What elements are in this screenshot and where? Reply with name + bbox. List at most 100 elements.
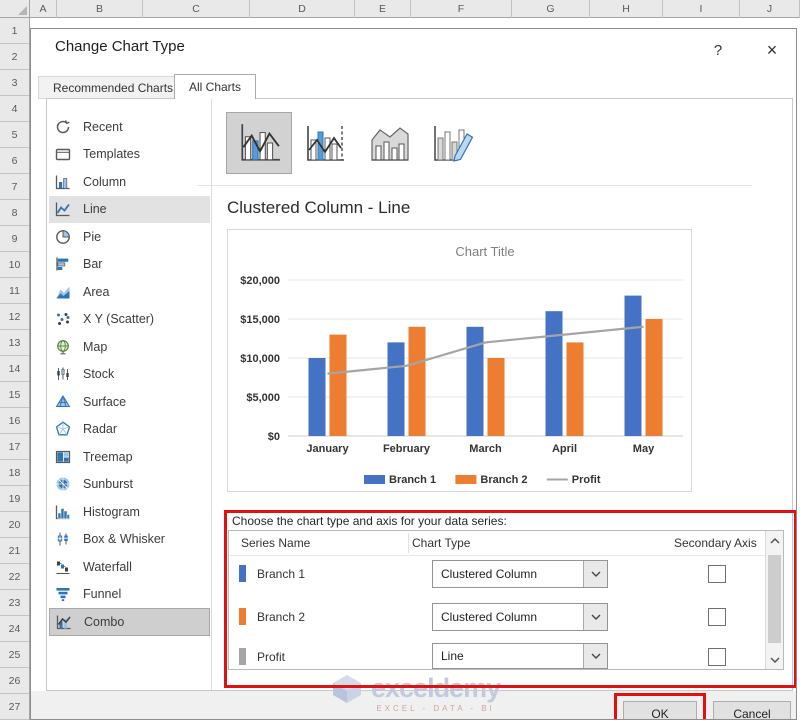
row-header-24[interactable]: 24 bbox=[0, 616, 29, 642]
row-header-21[interactable]: 21 bbox=[0, 538, 29, 564]
svg-text:$20,000: $20,000 bbox=[240, 275, 280, 287]
sidebar-item-histogram[interactable]: Histogram bbox=[49, 498, 210, 526]
chevron-down-icon[interactable] bbox=[583, 604, 607, 630]
sidebar-item-stock[interactable]: Stock bbox=[49, 361, 210, 389]
row-header-11[interactable]: 11 bbox=[0, 278, 29, 304]
row-header-26[interactable]: 26 bbox=[0, 668, 29, 694]
row-header-18[interactable]: 18 bbox=[0, 460, 29, 486]
column-header-b[interactable]: B bbox=[57, 0, 143, 18]
row-header-6[interactable]: 6 bbox=[0, 148, 29, 174]
sheet-row-headers: 1 2 3 4 5 6 7 8 9 10 11 12 13 14 15 16 17 18 19 20 21 22 23 24 2… bbox=[0, 18, 30, 720]
series-name: Branch 2 bbox=[257, 610, 306, 624]
chevron-down-icon[interactable] bbox=[583, 644, 607, 668]
secondary-axis-checkbox-profit[interactable] bbox=[708, 648, 726, 666]
secondary-axis-checkbox-branch-2[interactable] bbox=[708, 608, 726, 626]
sidebar-item-map[interactable]: Map bbox=[49, 333, 210, 361]
scrollbar-thumb[interactable] bbox=[768, 555, 781, 643]
chart-type-dropdown-profit[interactable]: Line bbox=[432, 643, 608, 669]
row-header-9[interactable]: 9 bbox=[0, 226, 29, 252]
all-charts-panel: Recent Templates Column Line Pie Bar Area X Y (… bbox=[46, 98, 796, 691]
column-header-h[interactable]: H bbox=[590, 0, 663, 18]
sidebar-item-surface[interactable]: Surface bbox=[49, 388, 210, 416]
series-color-marker bbox=[239, 608, 246, 625]
column-header-a[interactable]: A bbox=[30, 0, 57, 18]
row-header-17[interactable]: 17 bbox=[0, 434, 29, 460]
row-header-16[interactable]: 16 bbox=[0, 408, 29, 434]
row-header-20[interactable]: 20 bbox=[0, 512, 29, 538]
sidebar-item-funnel[interactable]: Funnel bbox=[49, 581, 210, 609]
series-color-marker bbox=[239, 565, 246, 582]
column-header-g[interactable]: G bbox=[512, 0, 590, 18]
sidebar-item-label: Funnel bbox=[83, 587, 122, 602]
ok-button[interactable]: OK bbox=[623, 701, 697, 719]
secondary-axis-checkbox-branch-1[interactable] bbox=[708, 565, 726, 583]
dropdown-value: Line bbox=[441, 649, 464, 663]
subtype-combo-clustered-column-line-secondary-axis-icon[interactable] bbox=[300, 116, 348, 172]
sidebar-item-label: Treemap bbox=[83, 449, 133, 464]
help-icon[interactable]: ? bbox=[713, 41, 723, 59]
sidebar-item-area[interactable]: Area bbox=[49, 278, 210, 306]
sidebar-item-label: Map bbox=[83, 339, 108, 354]
subtype-combo-clustered-column-line-icon[interactable] bbox=[226, 112, 292, 174]
column-header-d[interactable]: D bbox=[250, 0, 355, 18]
scroll-down-icon[interactable] bbox=[766, 652, 783, 667]
sidebar-item-box-whisker[interactable]: Box & Whisker bbox=[49, 526, 210, 554]
row-header-19[interactable]: 19 bbox=[0, 486, 29, 512]
sidebar-item-templates[interactable]: Templates bbox=[49, 141, 210, 169]
column-header-i[interactable]: I bbox=[663, 0, 740, 18]
divider bbox=[197, 185, 752, 186]
chart-type-dropdown-branch-1[interactable]: Clustered Column bbox=[432, 560, 608, 588]
table-scrollbar[interactable] bbox=[765, 531, 783, 669]
sidebar-item-line[interactable]: Line bbox=[49, 195, 210, 223]
chart-type-dropdown-branch-2[interactable]: Clustered Column bbox=[432, 603, 608, 631]
sidebar-item-pie[interactable]: Pie bbox=[49, 223, 210, 251]
column-header-j[interactable]: J bbox=[740, 0, 800, 18]
sidebar-item-x-y-scatter-[interactable]: X Y (Scatter) bbox=[49, 306, 210, 334]
row-header-5[interactable]: 5 bbox=[0, 122, 29, 148]
templates-icon bbox=[55, 146, 73, 162]
sidebar-item-treemap[interactable]: Treemap bbox=[49, 443, 210, 471]
series-name: Profit bbox=[257, 650, 286, 664]
sidebar-item-combo[interactable]: Combo bbox=[49, 608, 210, 636]
tab-recommended-charts[interactable]: Recommended Charts bbox=[38, 76, 189, 99]
row-header-15[interactable]: 15 bbox=[0, 382, 29, 408]
select-all-corner[interactable] bbox=[0, 0, 30, 18]
row-header-23[interactable]: 23 bbox=[0, 590, 29, 616]
divider bbox=[408, 533, 409, 553]
cancel-button[interactable]: Cancel bbox=[713, 701, 791, 719]
series-row-branch-2: Branch 2 Clustered Column bbox=[229, 598, 767, 641]
box-whisker-icon bbox=[55, 531, 73, 547]
subtype-combo-stacked-area-clustered-column-icon[interactable] bbox=[364, 116, 412, 172]
row-header-10[interactable]: 10 bbox=[0, 252, 29, 278]
sidebar-item-column[interactable]: Column bbox=[49, 168, 210, 196]
scroll-up-icon[interactable] bbox=[766, 533, 783, 548]
row-header-3[interactable]: 3 bbox=[0, 70, 29, 96]
close-icon[interactable]: × bbox=[766, 39, 778, 60]
row-header-25[interactable]: 25 bbox=[0, 642, 29, 668]
row-header-8[interactable]: 8 bbox=[0, 200, 29, 226]
sidebar-item-sunburst[interactable]: Sunburst bbox=[49, 471, 210, 499]
sidebar-item-radar[interactable]: Radar bbox=[49, 416, 210, 444]
sidebar-item-recent[interactable]: Recent bbox=[49, 113, 210, 141]
row-header-1[interactable]: 1 bbox=[0, 18, 29, 44]
svg-text:January: January bbox=[306, 443, 349, 455]
sidebar-item-label: Recent bbox=[83, 119, 123, 134]
row-header-27[interactable]: 27 bbox=[0, 694, 29, 720]
row-header-12[interactable]: 12 bbox=[0, 304, 29, 330]
subtype-combo-custom-combination-icon[interactable] bbox=[428, 116, 476, 172]
svg-text:$0: $0 bbox=[268, 431, 280, 443]
sidebar-item-waterfall[interactable]: Waterfall bbox=[49, 553, 210, 581]
column-header-f[interactable]: F bbox=[411, 0, 512, 18]
row-header-13[interactable]: 13 bbox=[0, 330, 29, 356]
row-header-4[interactable]: 4 bbox=[0, 96, 29, 122]
row-header-14[interactable]: 14 bbox=[0, 356, 29, 382]
row-header-7[interactable]: 7 bbox=[0, 174, 29, 200]
row-header-2[interactable]: 2 bbox=[0, 44, 29, 70]
tab-all-charts[interactable]: All Charts bbox=[174, 74, 257, 99]
row-header-22[interactable]: 22 bbox=[0, 564, 29, 590]
sidebar-item-bar[interactable]: Bar bbox=[49, 251, 210, 279]
column-header-c[interactable]: C bbox=[143, 0, 250, 18]
sidebar-item-label: Column bbox=[83, 174, 127, 189]
chevron-down-icon[interactable] bbox=[583, 561, 607, 587]
column-header-e[interactable]: E bbox=[355, 0, 411, 18]
